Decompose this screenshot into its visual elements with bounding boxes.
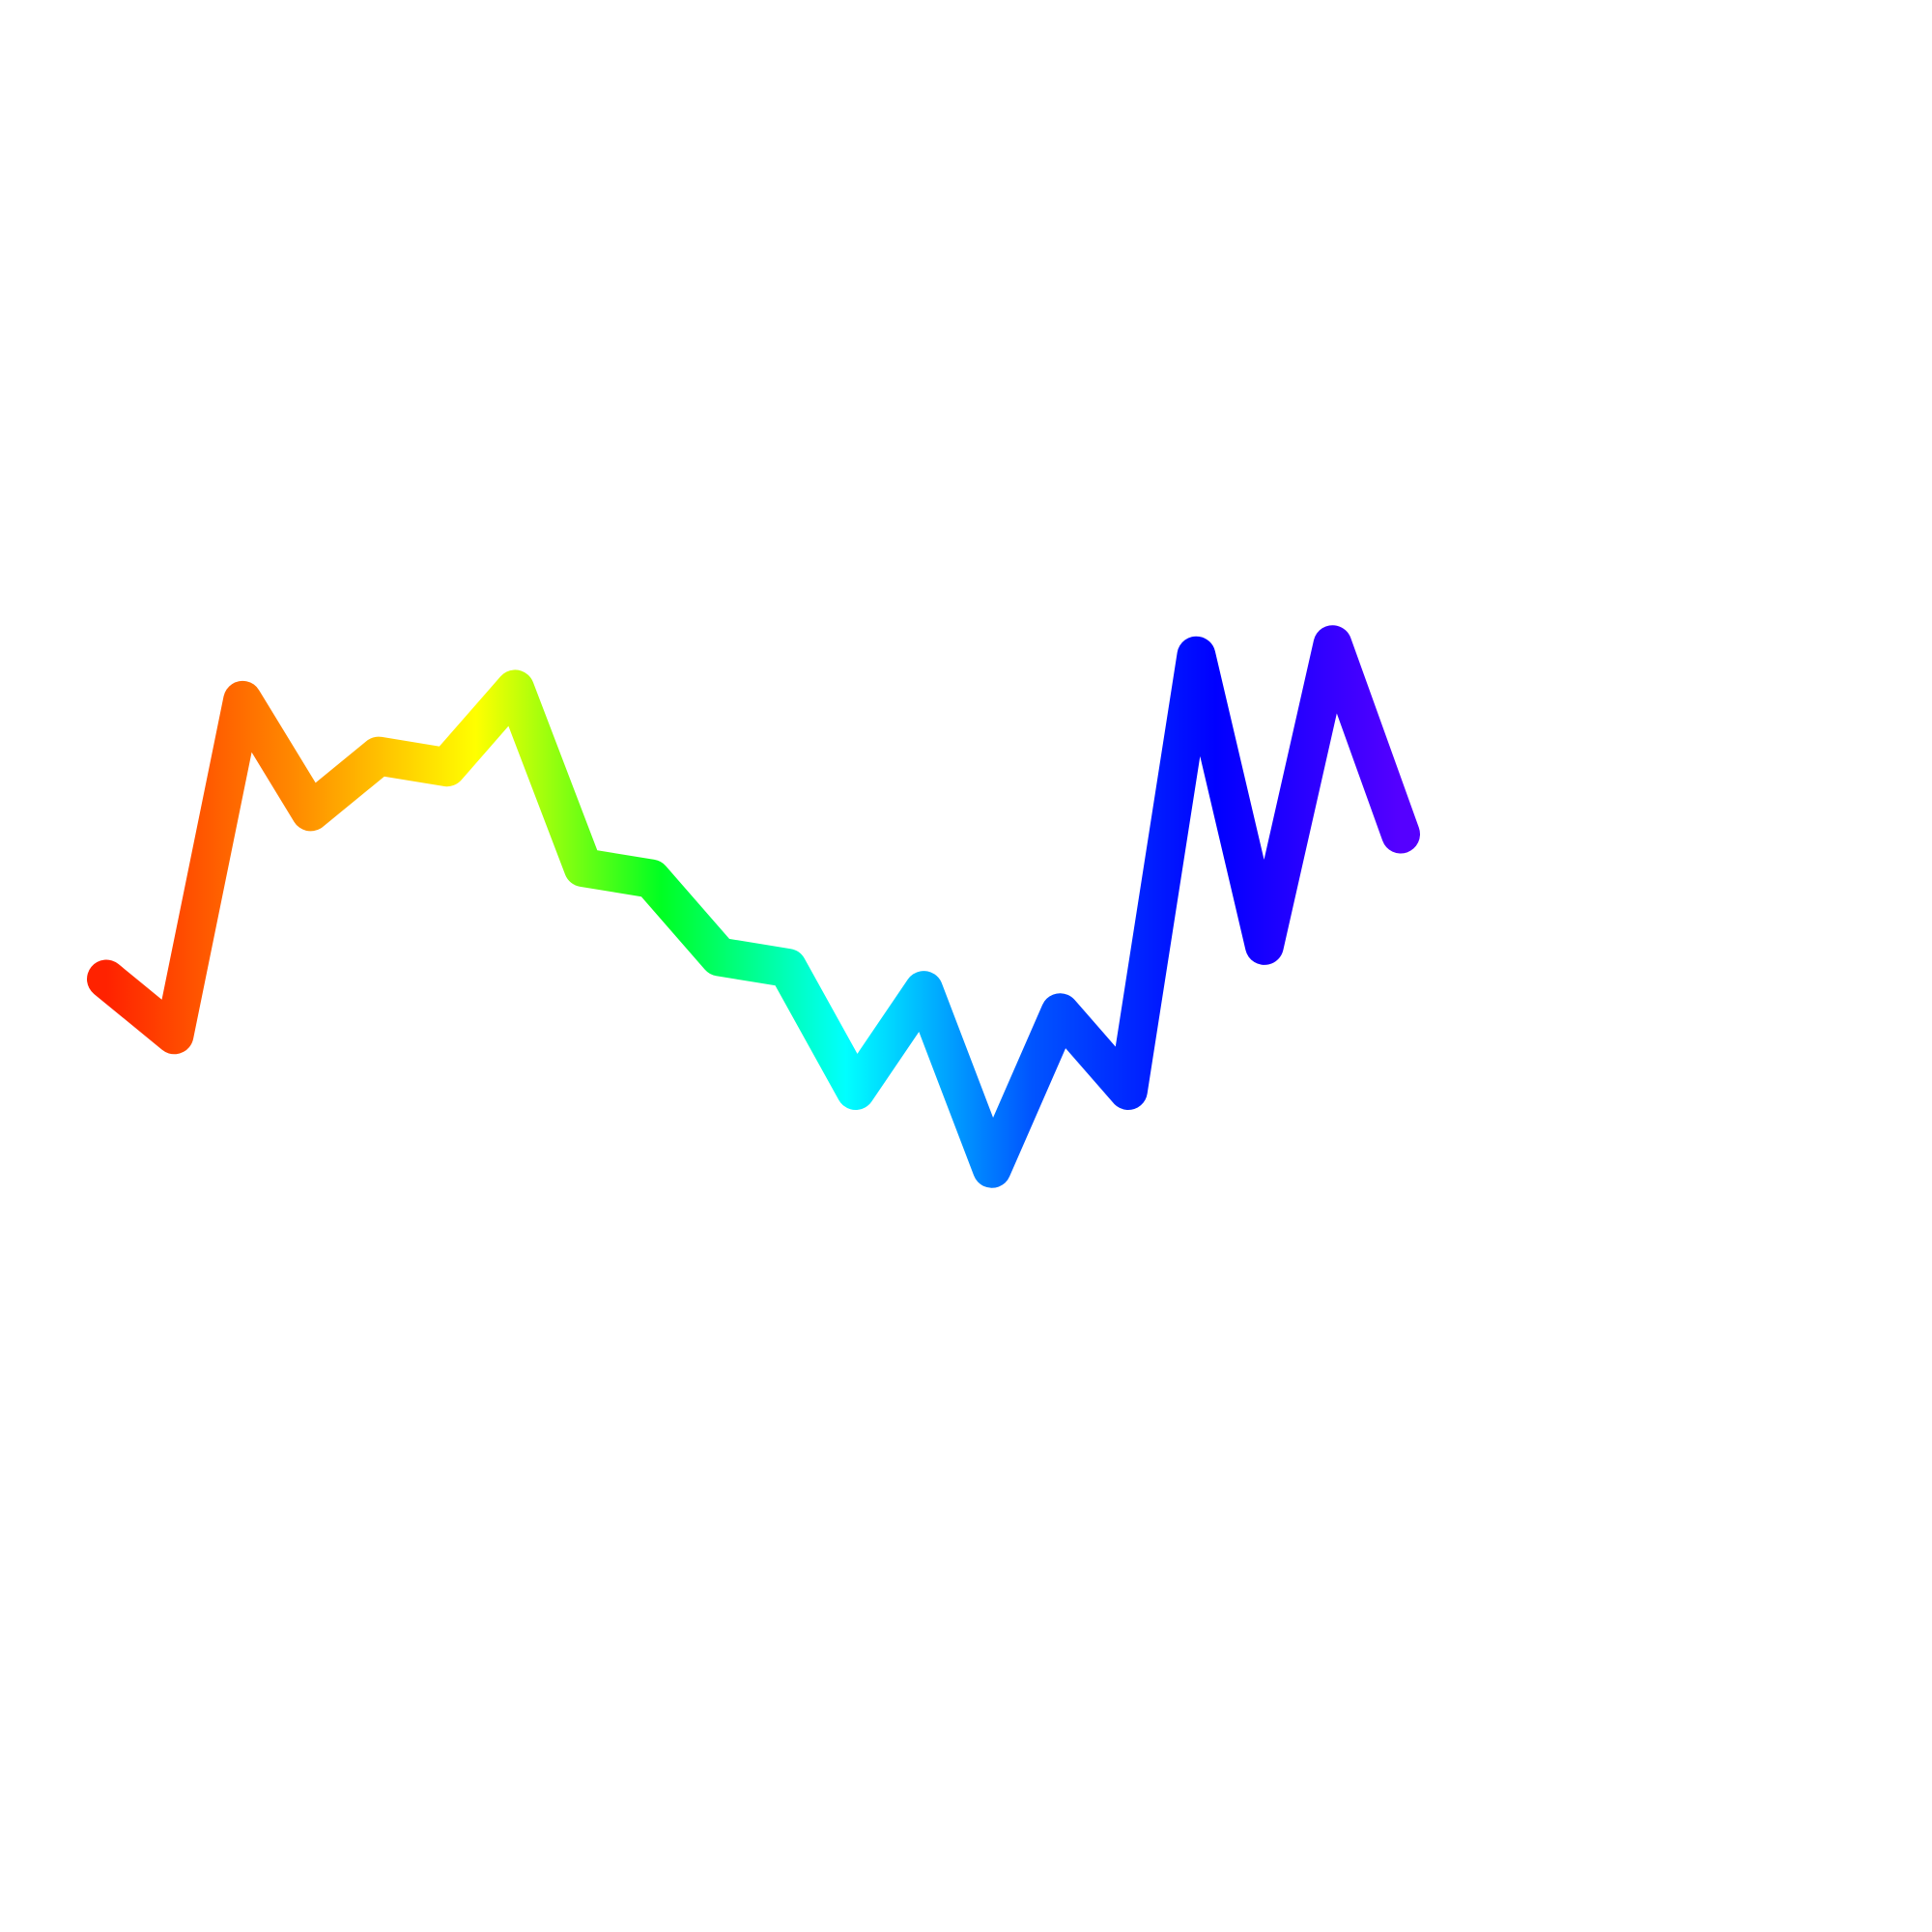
plot-area [87,625,1420,1188]
series-line [87,625,1420,1188]
